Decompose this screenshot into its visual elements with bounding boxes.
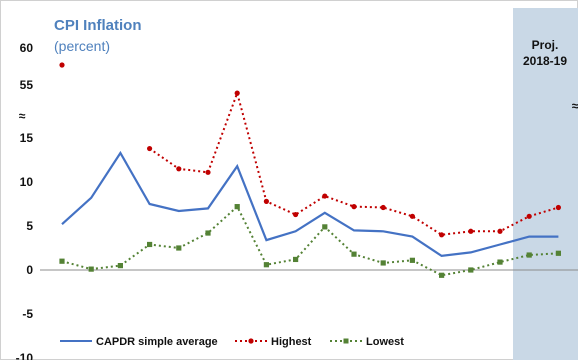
legend-label-highest: Highest	[271, 336, 312, 348]
series-2	[59, 204, 561, 278]
series-0	[61, 150, 559, 258]
data-point	[147, 145, 153, 152]
legend: CAPDR simple average Highest Lowest	[60, 336, 404, 348]
y-tick-label: 10	[20, 175, 34, 189]
projection-label-line1: Proj.	[532, 38, 559, 52]
data-point	[380, 204, 386, 211]
y-tick-label: 60	[20, 41, 34, 55]
data-point	[409, 213, 415, 219]
axis-break-left: ≈	[19, 109, 26, 123]
axis-break-right: ≈	[572, 99, 578, 113]
data-point	[555, 250, 561, 256]
y-axis-ticks: -10 -5 0 5 10 15 55 60	[16, 41, 34, 360]
data-point	[234, 90, 240, 96]
y-tick-label: -5	[22, 307, 33, 321]
data-point	[205, 230, 211, 236]
data-point	[263, 262, 269, 268]
series-line	[61, 150, 559, 258]
data-point	[117, 263, 123, 269]
y-tick-label: -10	[16, 351, 34, 360]
data-point	[526, 252, 532, 258]
y-tick-label: 55	[20, 78, 34, 92]
data-point	[439, 272, 445, 278]
data-point	[555, 204, 562, 211]
data-point	[293, 256, 299, 263]
data-point	[409, 257, 415, 263]
data-point	[526, 213, 532, 219]
data-point	[351, 204, 357, 210]
data-point	[263, 198, 269, 204]
projection-label-line2: 2018-19	[523, 54, 567, 68]
y-tick-label: 0	[26, 263, 33, 277]
projection-band	[513, 8, 578, 360]
data-point	[205, 169, 211, 175]
data-point	[497, 259, 503, 265]
series-layer	[59, 62, 562, 278]
data-point	[147, 241, 153, 248]
data-point	[176, 166, 182, 172]
data-point	[439, 232, 445, 238]
data-point	[380, 260, 386, 266]
data-point	[497, 228, 503, 234]
chart-subtitle: (percent)	[54, 38, 110, 54]
legend-marker-lowest	[343, 338, 349, 344]
chart-title: CPI Inflation	[54, 17, 142, 34]
data-point	[59, 62, 65, 68]
data-point	[59, 258, 65, 264]
data-point	[322, 224, 328, 230]
data-point	[176, 245, 182, 251]
legend-label-lowest: Lowest	[366, 336, 404, 348]
data-point	[351, 251, 357, 257]
data-point	[293, 211, 299, 218]
data-point	[234, 204, 240, 210]
legend-label-average: CAPDR simple average	[96, 336, 218, 348]
data-point	[88, 266, 94, 272]
data-point	[468, 267, 474, 273]
y-tick-label: 5	[26, 219, 33, 233]
data-point	[322, 193, 328, 199]
series-1	[59, 62, 562, 238]
legend-marker-highest	[248, 338, 254, 344]
y-tick-label: 15	[20, 131, 34, 145]
data-point	[468, 228, 474, 234]
